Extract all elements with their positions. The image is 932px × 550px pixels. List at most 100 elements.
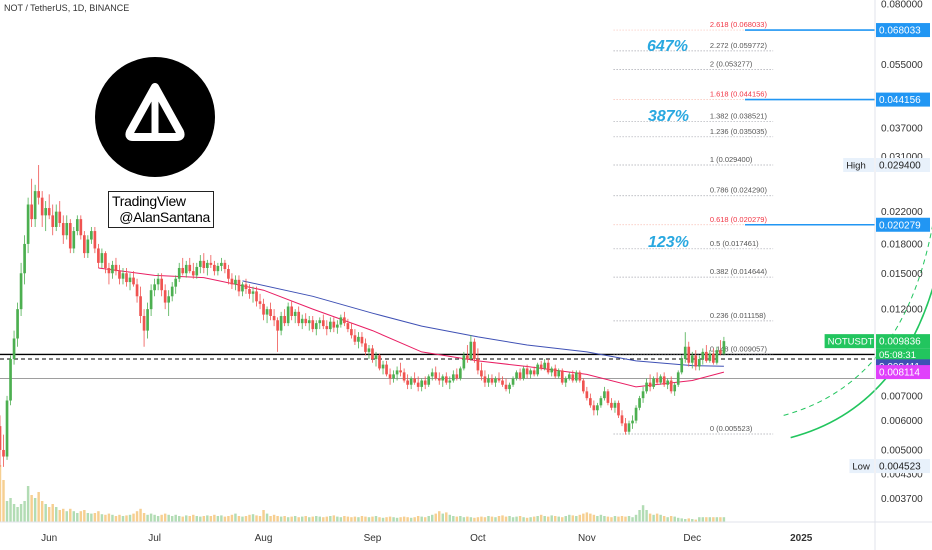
candle-up [146, 309, 149, 331]
candle-up [409, 378, 413, 385]
candle-up [241, 284, 244, 292]
candle-down [47, 208, 51, 216]
fib-level-label: 1.236 (0.035035) [710, 127, 768, 136]
high-price-tag-bg [876, 158, 930, 173]
volume-bar [712, 517, 715, 522]
volume-bar [149, 513, 153, 522]
x-tick-label: Sep [364, 533, 382, 544]
candle-up [448, 380, 452, 383]
candle-up [536, 364, 539, 375]
volume-bar [698, 517, 701, 522]
candle-up [392, 374, 395, 379]
volume-bar [694, 519, 698, 522]
volume-bar [522, 517, 525, 522]
volume-bar [234, 513, 237, 522]
low-price-tag-label: Low [852, 462, 870, 473]
volume-bar [300, 516, 304, 522]
volume-bar [494, 517, 497, 522]
volume-bar [26, 486, 30, 522]
candle-up [318, 320, 322, 324]
volume-bar [701, 517, 705, 522]
last-price-tag-label-bg [824, 334, 874, 349]
y-tick-label: 0.018000 [881, 239, 923, 250]
candle-down [350, 329, 353, 336]
candle-down [114, 264, 118, 272]
volume-bar [571, 515, 575, 522]
candle-up [307, 320, 311, 324]
candle-down [455, 374, 459, 379]
volume-bar [279, 516, 283, 522]
volume-bar [543, 516, 546, 522]
volume-bar [79, 511, 83, 522]
ema-blue-line [242, 280, 724, 367]
volume-bar [272, 514, 276, 522]
x-tick-label: Aug [255, 533, 273, 544]
volume-bar [107, 513, 111, 522]
volume-bar [220, 515, 223, 522]
volume-bar [413, 517, 416, 522]
volume-bar [666, 517, 669, 522]
volume-bar [652, 514, 655, 522]
candle-down [553, 368, 557, 377]
volume-bar [248, 514, 251, 522]
volume-bar [51, 504, 54, 522]
volume-bar [684, 519, 687, 522]
candle-down [719, 350, 722, 354]
candle-up [167, 296, 171, 303]
candle-up [708, 353, 712, 361]
candle-up [522, 368, 525, 379]
candle-down [416, 382, 420, 387]
candle-down [360, 336, 364, 344]
candle-up [149, 290, 153, 310]
target-price-tag-bg [876, 92, 930, 107]
candle-down [132, 277, 135, 285]
volume-bar [283, 516, 286, 522]
volume-bar [448, 514, 452, 522]
candle-up [12, 338, 16, 360]
candle-up [205, 262, 209, 268]
x-tick-label: Dec [683, 533, 701, 544]
volume-bar [585, 512, 589, 522]
volume-bar [476, 517, 480, 522]
volume-bar [139, 508, 142, 522]
volume-bar [582, 513, 585, 522]
candle-down [262, 303, 265, 315]
volume-bar [47, 507, 51, 522]
candle-down [694, 355, 698, 367]
candle-down [213, 264, 216, 272]
candle-up [174, 278, 178, 287]
volume-bar [23, 501, 26, 522]
candle-down [58, 211, 62, 224]
candle-up [683, 346, 687, 360]
volume-bar [508, 516, 511, 522]
candle-down [687, 346, 691, 363]
volume-bar [125, 515, 128, 522]
fib-level-label: 1.382 (0.038521) [710, 112, 768, 121]
volume-bar [167, 514, 170, 522]
candle-up [90, 231, 93, 240]
volume-bar [111, 514, 114, 522]
volume-bar [564, 516, 567, 522]
volume-bar [72, 511, 76, 522]
gain-label-123: 123% [648, 234, 689, 251]
volume-bar [188, 516, 191, 522]
watermark-line2: @AlanSantana [119, 209, 210, 225]
x-axis: Jun Jul Aug Sep Oct Nov Dec 2025 [0, 521, 932, 544]
gain-label-387: 387% [648, 108, 689, 125]
candle-down [93, 231, 97, 249]
candle-down [606, 391, 610, 403]
volume-bar [501, 515, 504, 522]
low-price-tag: 0.004523 [879, 462, 921, 473]
ema-layer [98, 267, 725, 388]
candle-down [476, 359, 480, 371]
volume-bar [525, 517, 529, 522]
volume-bar [332, 515, 336, 522]
candle-up [676, 372, 680, 385]
volume-bar [406, 517, 409, 522]
fibonacci-levels-layer: 2.618 (0.068033) 2.272 (0.059772) 2 (0.053… [613, 20, 875, 435]
candle-up [339, 317, 343, 325]
candle-down [163, 290, 167, 303]
candle-down [413, 378, 416, 383]
candle-down [191, 271, 195, 276]
